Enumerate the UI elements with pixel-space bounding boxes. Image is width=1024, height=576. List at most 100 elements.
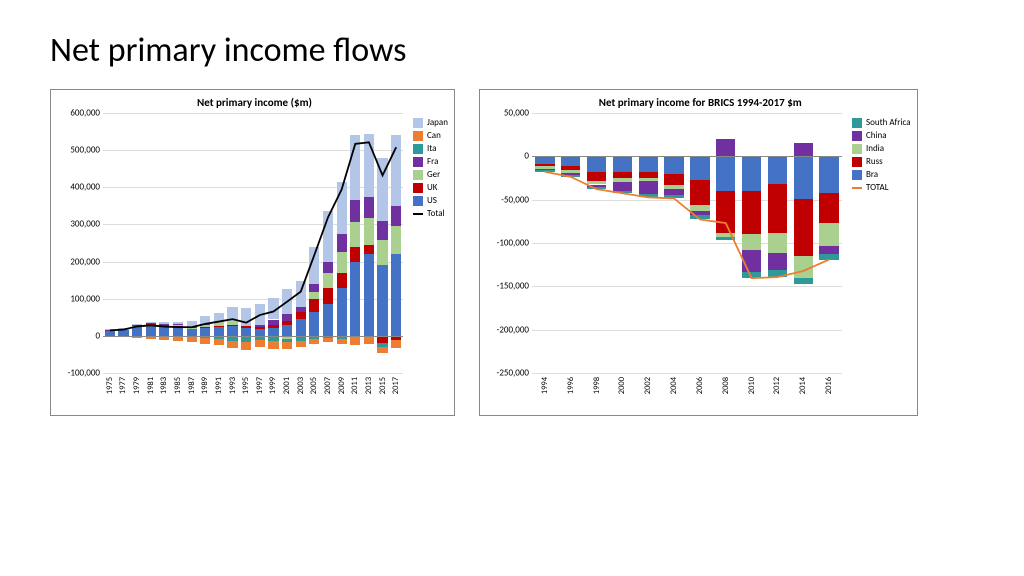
legend-swatch — [413, 183, 423, 193]
y-tick-label: 0 — [524, 151, 532, 162]
x-tick-label: 2008 — [721, 377, 731, 394]
x-tick-label: 1995 — [241, 377, 251, 394]
legend-label: South Africa — [866, 117, 911, 128]
legend-label: Bra — [866, 169, 878, 180]
legend-swatch — [852, 118, 862, 128]
y-tick-label: 400,000 — [70, 182, 103, 193]
plot-area: -250,000-200,000-150,000-100,000-50,0000… — [532, 113, 842, 373]
y-tick-label: -250,000 — [497, 368, 532, 379]
legend-item: India — [852, 143, 911, 154]
x-tick-label: 2003 — [296, 377, 306, 394]
y-tick-label: 300,000 — [70, 219, 103, 230]
x-tick-label: 1994 — [540, 377, 550, 394]
chart-title: Net primary income for BRICS 1994-2017 $… — [486, 96, 915, 109]
total-line — [103, 113, 403, 373]
chart-right: Net primary income for BRICS 1994-2017 $… — [479, 89, 918, 416]
y-tick-label: 0 — [95, 330, 103, 341]
x-tick-label: 2017 — [391, 377, 401, 394]
legend-item: Ger — [413, 169, 448, 180]
x-tick-label: 2015 — [378, 377, 388, 394]
total-line — [532, 113, 842, 373]
legend-swatch — [413, 196, 423, 206]
legend-swatch — [852, 131, 862, 141]
legend-item: UK — [413, 182, 448, 193]
legend-label: Ger — [427, 169, 440, 180]
x-tick-label: 2011 — [350, 377, 360, 394]
legend-swatch — [413, 118, 423, 128]
x-tick-label: 2006 — [695, 377, 705, 394]
y-tick-label: -50,000 — [501, 194, 532, 205]
y-tick-label: 200,000 — [70, 256, 103, 267]
x-tick-label: 1999 — [268, 377, 278, 394]
x-tick-label: 2012 — [772, 377, 782, 394]
x-tick-label: 2009 — [337, 377, 347, 394]
legend: Japan Can Ita Fra Ger UK US Total — [403, 113, 452, 409]
legend: South Africa China India Russ Bra TOTAL — [842, 113, 915, 409]
x-tick-label: 2014 — [798, 377, 808, 394]
x-tick-label: 1997 — [255, 377, 265, 394]
x-tick-label: 2002 — [643, 377, 653, 394]
legend-item: South Africa — [852, 117, 911, 128]
legend-item: Total — [413, 208, 448, 219]
x-tick-label: 1996 — [566, 377, 576, 394]
x-tick-label: 2007 — [323, 377, 333, 394]
x-tick-label: 1998 — [592, 377, 602, 394]
x-tick-label: 1987 — [187, 377, 197, 394]
y-tick-label: -100,000 — [68, 368, 103, 379]
legend-item: Can — [413, 130, 448, 141]
legend-label: UK — [427, 182, 437, 193]
legend-label: Ita — [427, 143, 436, 154]
legend-item: TOTAL — [852, 182, 911, 193]
x-tick-label: 1989 — [200, 377, 210, 394]
y-tick-label: 50,000 — [504, 108, 532, 119]
legend-item: Fra — [413, 156, 448, 167]
legend-swatch — [413, 157, 423, 167]
legend-item: US — [413, 195, 448, 206]
y-tick-label: 600,000 — [70, 108, 103, 119]
x-tick-label: 1991 — [214, 377, 224, 394]
legend-swatch — [413, 131, 423, 141]
legend-item: Japan — [413, 117, 448, 128]
legend-swatch — [413, 213, 423, 215]
x-tick-label: 1979 — [132, 377, 142, 394]
legend-label: Japan — [427, 117, 448, 128]
legend-swatch — [852, 144, 862, 154]
x-tick-label: 2004 — [669, 377, 679, 394]
legend-swatch — [852, 187, 862, 189]
x-tick-label: 1985 — [173, 377, 183, 394]
chart-left: Net primary income ($m) -100,000 0 100,000 2… — [50, 89, 455, 416]
legend-swatch — [852, 170, 862, 180]
charts-row: Net primary income ($m) -100,000 0 100,000 2… — [50, 89, 974, 416]
legend-item: China — [852, 130, 911, 141]
y-tick-label: 500,000 — [70, 145, 103, 156]
legend-label: India — [866, 143, 884, 154]
legend-label: China — [866, 130, 887, 141]
x-tick-label: 1975 — [105, 377, 115, 394]
legend-label: Total — [427, 208, 445, 219]
x-tick-label: 1993 — [228, 377, 238, 394]
legend-item: Bra — [852, 169, 911, 180]
legend-label: US — [427, 195, 437, 206]
x-tick-label: 2010 — [747, 377, 757, 394]
legend-swatch — [413, 144, 423, 154]
legend-label: Can — [427, 130, 441, 141]
y-tick-label: -150,000 — [497, 281, 532, 292]
x-tick-label: 1983 — [159, 377, 169, 394]
y-tick-label: 100,000 — [70, 293, 103, 304]
y-tick-label: -200,000 — [497, 324, 532, 335]
slide-title: Net primary income flows — [50, 30, 974, 71]
chart-title: Net primary income ($m) — [57, 96, 452, 109]
x-tick-label: 1977 — [118, 377, 128, 394]
x-tick-label: 2013 — [364, 377, 374, 394]
x-tick-label: 1981 — [146, 377, 156, 394]
x-tick-label: 2016 — [824, 377, 834, 394]
x-tick-label: 2005 — [309, 377, 319, 394]
legend-label: Russ — [866, 156, 883, 167]
x-tick-label: 2000 — [617, 377, 627, 394]
legend-item: Russ — [852, 156, 911, 167]
y-tick-label: -100,000 — [497, 238, 532, 249]
legend-item: Ita — [413, 143, 448, 154]
legend-swatch — [413, 170, 423, 180]
legend-label: TOTAL — [866, 182, 889, 193]
legend-label: Fra — [427, 156, 438, 167]
